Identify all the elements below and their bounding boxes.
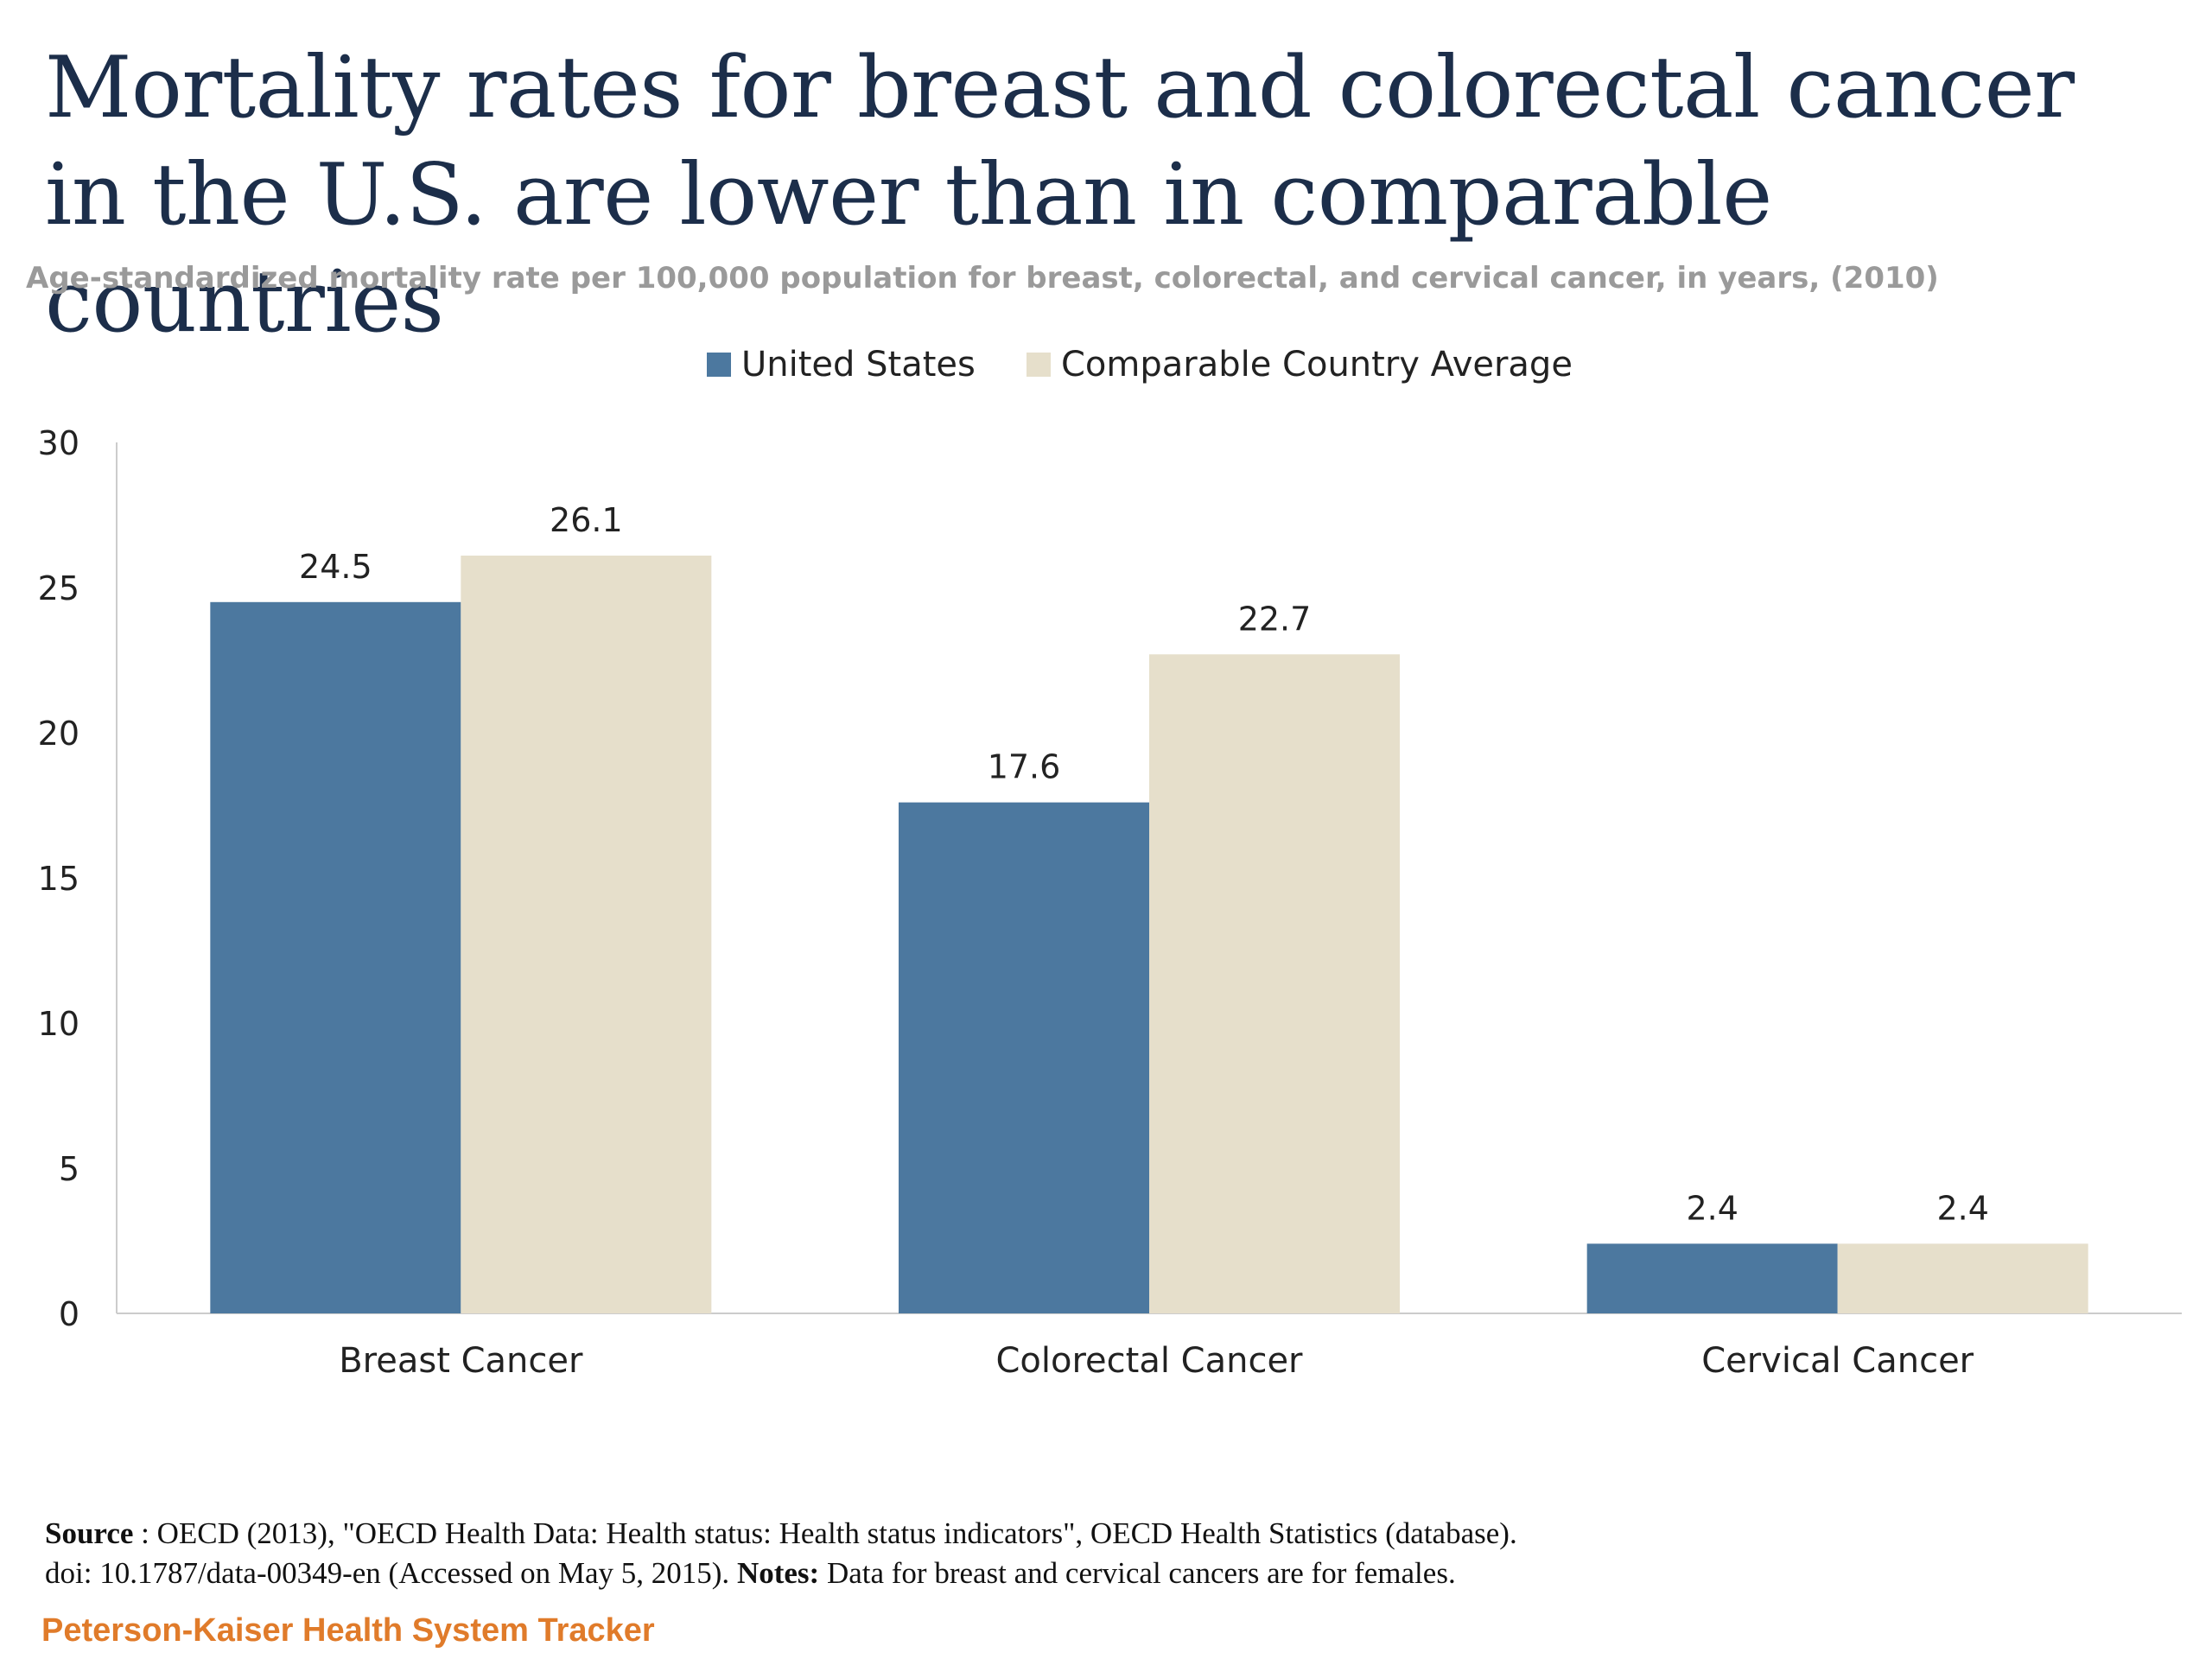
bar-comparable-average	[1149, 654, 1400, 1313]
brand-label: Peterson-Kaiser Health System Tracker	[41, 1612, 655, 1649]
legend-label-united-states: United States	[741, 345, 976, 385]
legend-item-united-states: United States	[707, 339, 976, 391]
bar-comparable-average	[1837, 1243, 2088, 1313]
x-category-label: Breast Cancer	[339, 1341, 583, 1381]
x-category-label: Cervical Cancer	[1701, 1341, 1974, 1381]
data-label: 2.4	[1936, 1189, 1988, 1227]
legend-item-comparable-country-average: Comparable Country Average	[1027, 339, 1573, 391]
y-tick-label: 0	[59, 1295, 79, 1333]
source-text: : OECD (2013), "OECD Health Data: Health…	[133, 1516, 1517, 1550]
bar-united-states	[1586, 1243, 1838, 1313]
data-label: 2.4	[1686, 1189, 1738, 1227]
y-tick-label: 10	[38, 1005, 79, 1043]
chart-title: Mortality rates for breast and colorecta…	[45, 39, 2075, 352]
bar-united-states	[210, 601, 461, 1313]
y-tick-label: 25	[38, 569, 79, 607]
source-label: Source	[45, 1516, 134, 1550]
x-category-label: Colorectal Cancer	[995, 1341, 1303, 1381]
y-tick-label: 15	[38, 860, 79, 898]
legend-swatch-comparable-country-average	[1027, 353, 1051, 377]
legend: United States Comparable Country Average	[0, 339, 2212, 391]
y-tick-label: 20	[38, 715, 79, 753]
data-label: 22.7	[1238, 600, 1312, 638]
chart-subtitle: Age-standardized mortality rate per 100,…	[26, 261, 1939, 296]
legend-label-comparable-country-average: Comparable Country Average	[1061, 345, 1573, 385]
bar-united-states	[899, 802, 1149, 1313]
legend-swatch-united-states	[707, 353, 731, 377]
data-label: 26.1	[550, 501, 623, 539]
bar-chart: 0 5 10 15 20 25 30 24.5 26.1 Breast Cancer 17.6 22.…	[38, 424, 2182, 1381]
source-note: Source : OECD (2013), "OECD Health Data:…	[45, 1514, 2171, 1593]
y-tick-label: 30	[38, 424, 79, 462]
data-label: 24.5	[299, 548, 372, 586]
doi-text: doi: 10.1787/data-00349-en (Accessed on …	[45, 1556, 737, 1590]
data-label: 17.6	[988, 748, 1061, 786]
y-tick-label: 5	[59, 1150, 79, 1188]
notes-text: Data for breast and cervical cancers are…	[819, 1556, 1456, 1590]
notes-label: Notes:	[736, 1556, 820, 1590]
bar-comparable-average	[461, 556, 712, 1313]
